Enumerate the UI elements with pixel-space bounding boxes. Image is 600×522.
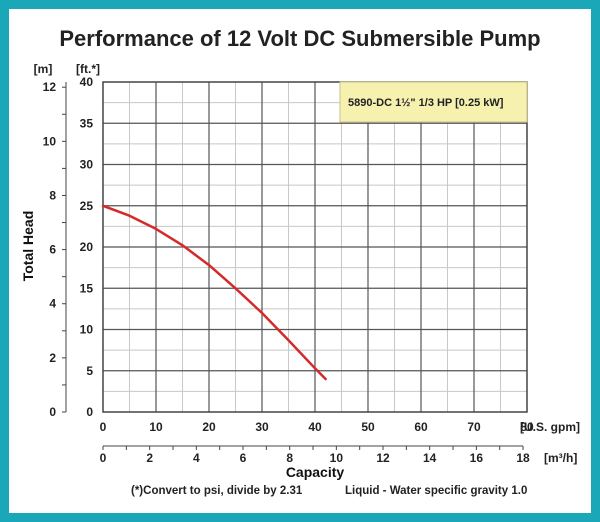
y-axis-title: Total Head bbox=[20, 211, 36, 282]
chart-title: Performance of 12 Volt DC Submersible Pu… bbox=[59, 26, 540, 51]
x-primary-tick-label: 30 bbox=[255, 420, 269, 434]
y-secondary-tick-label: 2 bbox=[49, 351, 56, 365]
footnote-specific-gravity: Liquid - Water specific gravity 1.0 bbox=[345, 485, 527, 497]
y-secondary-ticks: 0 2 4 6 8 10 12 bbox=[43, 80, 67, 419]
y-primary-tick-label: 30 bbox=[80, 158, 94, 172]
x-secondary-ticks: 0 2 4 6 8 10 12 14 16 18 bbox=[100, 445, 530, 465]
y-primary-tick-label: 35 bbox=[80, 116, 94, 130]
x-secondary-tick-label: 8 bbox=[286, 451, 293, 465]
series-layer bbox=[101, 204, 327, 381]
x-secondary-tick-label: 2 bbox=[146, 451, 153, 465]
x-primary-tick-label: 70 bbox=[467, 420, 481, 434]
x-secondary-tick-label: 12 bbox=[376, 451, 390, 465]
x-primary-tick-label: 10 bbox=[149, 420, 163, 434]
pump-curve-line bbox=[101, 204, 327, 381]
x-secondary-tick-label: 18 bbox=[516, 451, 530, 465]
y-primary-tick-label: 0 bbox=[86, 405, 93, 419]
y-secondary-tick-label: 10 bbox=[43, 134, 57, 148]
x-axis-title: Capacity bbox=[286, 464, 345, 480]
y-secondary-tick-label: 6 bbox=[49, 243, 56, 257]
y-primary-tick-label: 25 bbox=[80, 199, 94, 213]
x-primary-tick-label: 40 bbox=[308, 420, 322, 434]
x-primary-tick-label: 80 bbox=[520, 420, 534, 434]
legend-box bbox=[339, 81, 528, 123]
x-secondary-tick-label: 6 bbox=[240, 451, 247, 465]
footnote-psi: (*)Convert to psi, divide by 2.31 bbox=[131, 485, 303, 497]
y-primary-tick-label: 40 bbox=[80, 75, 94, 89]
x-secondary-tick-label: 4 bbox=[193, 451, 200, 465]
y-secondary-unit: [m] bbox=[34, 62, 53, 76]
y-secondary-tick-label: 4 bbox=[49, 297, 56, 311]
x-secondary-tick-label: 0 bbox=[100, 451, 107, 465]
major-grid bbox=[103, 82, 527, 412]
x-primary-tick-label: 60 bbox=[414, 420, 428, 434]
plot-border bbox=[102, 81, 528, 413]
y-secondary-tick-label: 0 bbox=[49, 405, 56, 419]
legend-label: 5890-DC 1½" 1/3 HP [0.25 kW] bbox=[348, 97, 504, 109]
y-primary-tick-label: 10 bbox=[80, 323, 94, 337]
x-primary-tick-label: 50 bbox=[361, 420, 375, 434]
y-primary-tick-label: 15 bbox=[80, 281, 94, 295]
y-primary-unit: [ft.*] bbox=[76, 62, 100, 76]
y-primary-tick-label: 20 bbox=[80, 240, 94, 254]
x-primary-unit: [U.S. gpm] bbox=[520, 420, 580, 434]
x-primary-tick-label: 0 bbox=[100, 420, 107, 434]
x-secondary-tick-label: 16 bbox=[470, 451, 484, 465]
x-secondary-tick-label: 10 bbox=[330, 451, 344, 465]
y-primary-tick-label: 5 bbox=[86, 364, 93, 378]
x-secondary-tick-label: 14 bbox=[423, 451, 437, 465]
y-secondary-tick-label: 12 bbox=[43, 80, 57, 94]
x-primary-tick-label: 20 bbox=[202, 420, 216, 434]
legend: 5890-DC 1½" 1/3 HP [0.25 kW] bbox=[339, 81, 528, 123]
x-primary-ticks: 0 10 20 30 40 50 60 70 80 bbox=[100, 420, 534, 434]
x-secondary-unit: [m³/h] bbox=[544, 451, 577, 465]
y-primary-ticks: 0 5 10 15 20 25 30 35 40 bbox=[80, 75, 94, 419]
y-secondary-tick-label: 8 bbox=[49, 188, 56, 202]
